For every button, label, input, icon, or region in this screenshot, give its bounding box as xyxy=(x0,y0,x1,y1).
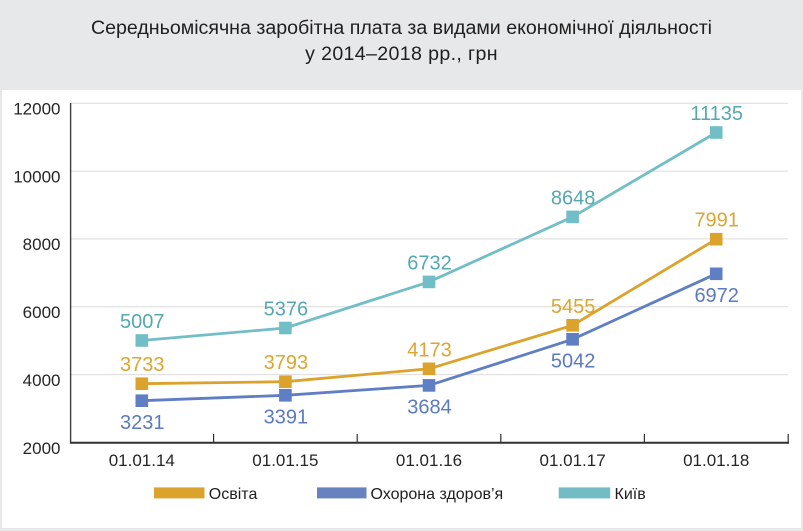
svg-text:2000: 2000 xyxy=(23,439,61,458)
svg-text:4173: 4173 xyxy=(407,339,452,361)
svg-text:01.01.16: 01.01.16 xyxy=(396,451,462,470)
svg-text:10000: 10000 xyxy=(13,167,60,186)
svg-text:5007: 5007 xyxy=(120,311,165,333)
svg-text:6972: 6972 xyxy=(694,285,739,307)
svg-text:3231: 3231 xyxy=(120,412,165,434)
svg-text:4000: 4000 xyxy=(23,371,61,390)
svg-text:01.01.15: 01.01.15 xyxy=(252,451,318,470)
svg-text:Київ: Київ xyxy=(615,486,646,503)
svg-text:8000: 8000 xyxy=(23,235,61,254)
svg-text:3793: 3793 xyxy=(264,352,309,374)
svg-text:5376: 5376 xyxy=(264,299,309,321)
svg-text:11135: 11135 xyxy=(690,103,743,125)
svg-text:5455: 5455 xyxy=(551,296,596,318)
svg-text:8648: 8648 xyxy=(551,187,596,209)
svg-text:01.01.17: 01.01.17 xyxy=(540,451,606,470)
svg-text:3733: 3733 xyxy=(120,354,165,376)
svg-text:3391: 3391 xyxy=(264,407,309,429)
svg-text:7991: 7991 xyxy=(694,210,739,232)
svg-text:5042: 5042 xyxy=(551,351,596,373)
svg-text:Освіта: Освіта xyxy=(209,486,258,503)
svg-text:01.01.14: 01.01.14 xyxy=(109,451,175,470)
svg-text:3684: 3684 xyxy=(407,397,452,419)
svg-text:6732: 6732 xyxy=(407,252,452,274)
svg-text:01.01.18: 01.01.18 xyxy=(683,451,749,470)
svg-text:6000: 6000 xyxy=(23,303,61,322)
svg-text:12000: 12000 xyxy=(13,100,60,119)
svg-text:Охорона здоров’я: Охорона здоров’я xyxy=(371,486,504,503)
